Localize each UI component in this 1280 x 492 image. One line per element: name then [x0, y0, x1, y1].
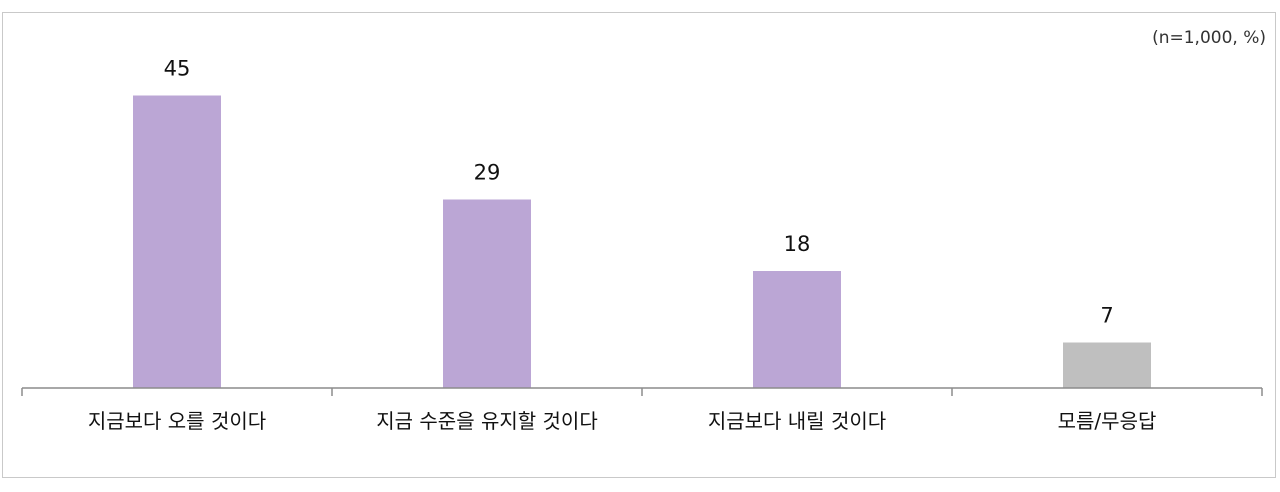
category-label-1: 지금보다 오를 것이다 [88, 409, 266, 433]
data-label-2: 29 [474, 161, 501, 185]
data-label-4: 7 [1100, 304, 1113, 328]
sample-note: (n=1,000, %) [1152, 28, 1266, 48]
category-label-3: 지금보다 내릴 것이다 [708, 409, 886, 433]
category-label-2: 지금 수준을 유지할 것이다 [376, 409, 597, 433]
category-label-4: 모름/무응답 [1058, 409, 1157, 433]
bar-2 [443, 199, 531, 388]
data-label-3: 18 [784, 232, 811, 256]
data-label-1: 45 [164, 57, 191, 81]
bar-group [133, 95, 1151, 388]
bar-1 [133, 95, 221, 388]
bar-4 [1063, 342, 1151, 388]
bar-3 [753, 271, 841, 388]
x-axis [21, 387, 1263, 396]
label-group: 45 지금보다 오를 것이다 29 지금 수준을 유지할 것이다 18 지금보다 내릴 것… [88, 57, 1157, 434]
